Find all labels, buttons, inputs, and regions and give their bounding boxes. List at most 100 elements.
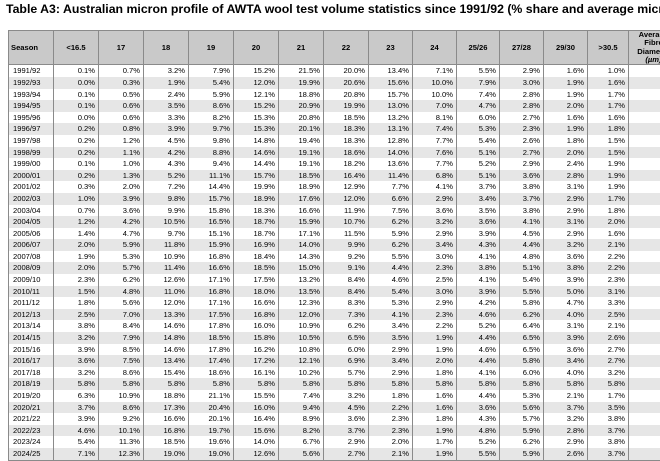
share-cell: 2.0%	[544, 100, 588, 112]
share-cell: 8.6%	[99, 402, 144, 414]
share-cell: 15.5%	[234, 390, 279, 402]
share-cell: 9.4%	[189, 158, 234, 170]
column-header: 27/28	[500, 31, 544, 65]
share-cell: 3.9%	[54, 344, 99, 356]
share-cell: 1.3%	[99, 170, 144, 182]
share-cell: 15.7%	[189, 193, 234, 205]
share-cell: 18.8%	[144, 390, 189, 402]
share-cell: 6.0%	[500, 367, 544, 379]
share-cell: 1.2%	[99, 135, 144, 147]
share-cell: 9.2%	[324, 251, 369, 263]
table-title: Table A3: Australian micron profile of A…	[6, 2, 660, 16]
season-cell: 2008/09	[9, 262, 54, 274]
share-cell: 1.1%	[99, 147, 144, 159]
share-cell: 3.0%	[413, 251, 457, 263]
share-cell: 5.1%	[457, 170, 500, 182]
share-cell: 16.9%	[234, 239, 279, 251]
share-cell: 1.7%	[588, 89, 629, 101]
share-cell: 6.0%	[324, 344, 369, 356]
share-cell: 6.9%	[324, 355, 369, 367]
average-diameter-cell: 21.2	[629, 216, 660, 228]
share-cell: 17.5%	[234, 274, 279, 286]
average-diameter-cell: 22.4	[629, 77, 660, 89]
average-diameter-cell: 21.5	[629, 286, 660, 298]
share-cell: 4.4%	[457, 332, 500, 344]
average-diameter-cell: 21.2	[629, 228, 660, 240]
share-cell: 7.4%	[279, 390, 324, 402]
share-cell: 3.4%	[413, 239, 457, 251]
share-cell: 5.4%	[369, 286, 413, 298]
share-cell: 2.0%	[99, 181, 144, 193]
share-cell: 9.4%	[279, 402, 324, 414]
share-cell: 10.9%	[99, 390, 144, 402]
share-cell: 3.4%	[369, 355, 413, 367]
season-cell: 2003/04	[9, 205, 54, 217]
share-cell: 21.5%	[279, 65, 324, 77]
share-cell: 15.7%	[234, 170, 279, 182]
season-cell: 2013/14	[9, 320, 54, 332]
average-diameter-cell: 22.4	[629, 89, 660, 101]
share-cell: 3.3%	[588, 297, 629, 309]
share-cell: 18.5%	[234, 262, 279, 274]
share-cell: 2.3%	[413, 309, 457, 321]
average-diameter-cell: 21.9	[629, 135, 660, 147]
average-diameter-cell: 20.8	[629, 425, 660, 437]
share-cell: 3.2%	[54, 332, 99, 344]
share-cell: 2.7%	[500, 112, 544, 124]
share-cell: 3.9%	[457, 286, 500, 298]
share-cell: 2.8%	[544, 170, 588, 182]
season-cell: 2001/02	[9, 181, 54, 193]
share-cell: 2.9%	[500, 65, 544, 77]
share-cell: 5.8%	[500, 355, 544, 367]
share-cell: 18.5%	[279, 170, 324, 182]
share-cell: 1.8%	[544, 135, 588, 147]
share-cell: 13.2%	[369, 112, 413, 124]
average-diameter-cell: 20.5	[629, 378, 660, 390]
share-cell: 16.8%	[144, 425, 189, 437]
share-cell: 2.2%	[413, 320, 457, 332]
share-cell: 8.6%	[189, 100, 234, 112]
share-cell: 4.8%	[99, 286, 144, 298]
share-cell: 14.0%	[279, 239, 324, 251]
share-cell: 7.9%	[189, 65, 234, 77]
share-cell: 13.4%	[144, 355, 189, 367]
share-cell: 3.6%	[324, 413, 369, 425]
share-cell: 9.1%	[324, 262, 369, 274]
share-cell: 1.9%	[54, 251, 99, 263]
share-cell: 2.3%	[588, 274, 629, 286]
average-diameter-cell: 20.8	[629, 402, 660, 414]
share-cell: 18.5%	[324, 112, 369, 124]
share-cell: 0.1%	[54, 89, 99, 101]
share-cell: 4.7%	[457, 100, 500, 112]
season-cell: 2023/24	[9, 436, 54, 448]
season-cell: 1992/93	[9, 77, 54, 89]
share-cell: 10.5%	[144, 216, 189, 228]
share-cell: 7.2%	[144, 181, 189, 193]
share-cell: 5.2%	[457, 158, 500, 170]
share-cell: 2.5%	[54, 309, 99, 321]
season-cell: 2004/05	[9, 216, 54, 228]
share-cell: 2.1%	[588, 239, 629, 251]
share-cell: 8.1%	[413, 112, 457, 124]
share-cell: 5.6%	[99, 297, 144, 309]
share-cell: 3.9%	[544, 274, 588, 286]
share-cell: 6.8%	[413, 170, 457, 182]
share-cell: 3.7%	[324, 425, 369, 437]
season-cell: 2021/22	[9, 413, 54, 425]
share-cell: 5.8%	[279, 378, 324, 390]
column-header: 17	[99, 31, 144, 65]
share-cell: 3.5%	[144, 100, 189, 112]
average-diameter-cell: 21.0	[629, 367, 660, 379]
season-cell: 2014/15	[9, 332, 54, 344]
share-cell: 18.3%	[234, 205, 279, 217]
share-cell: 19.4%	[279, 135, 324, 147]
share-cell: 1.7%	[588, 100, 629, 112]
